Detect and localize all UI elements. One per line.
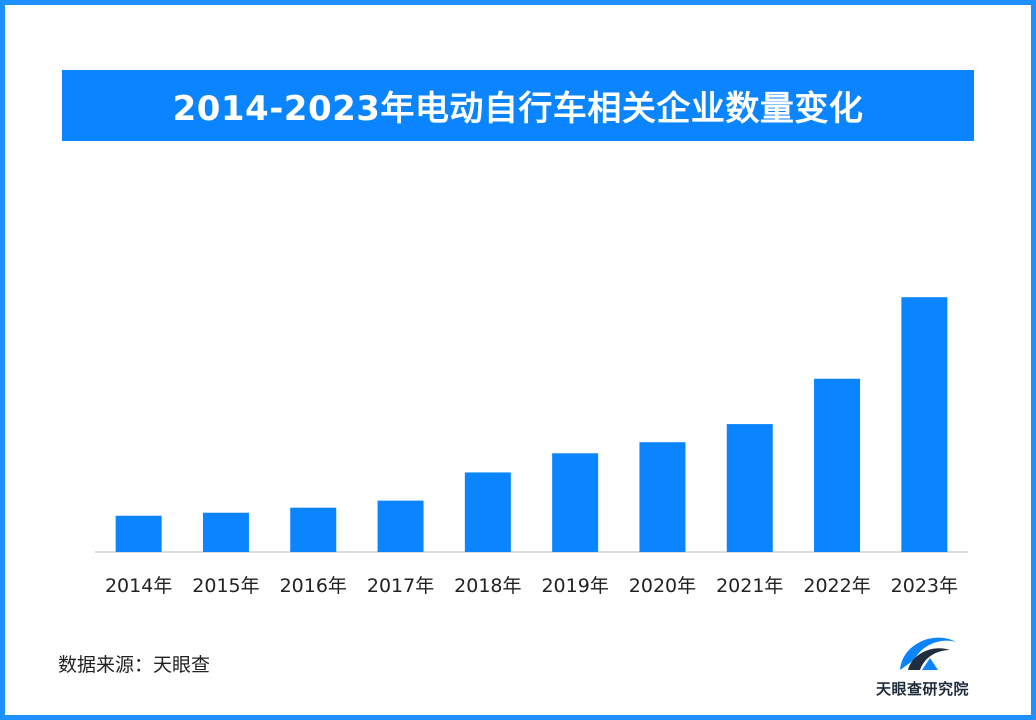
x-tick-label-4: 2018年 xyxy=(454,575,521,597)
bar-3 xyxy=(377,500,424,552)
chart-title: 2014-2023年电动自行车相关企业数量变化 xyxy=(172,89,864,129)
brand-name: 天眼查研究院 xyxy=(876,680,970,698)
x-tick-label-2: 2016年 xyxy=(280,575,347,597)
bar-9 xyxy=(901,297,948,552)
title-banner: 2014-2023年电动自行车相关企业数量变化 xyxy=(62,70,974,141)
x-tick-label-3: 2017年 xyxy=(367,575,434,597)
tianyancha-logo-icon xyxy=(900,637,956,670)
x-tick-label-8: 2022年 xyxy=(803,575,870,597)
x-tick-label-5: 2019年 xyxy=(541,575,608,597)
x-tick-label-6: 2020年 xyxy=(629,575,696,597)
x-tick-label-7: 2021年 xyxy=(716,575,783,597)
bar-5 xyxy=(552,453,599,552)
x-tick-label-9: 2023年 xyxy=(891,575,958,597)
data-source-label: 数据来源：天眼查 xyxy=(58,654,211,676)
bar-8 xyxy=(814,378,861,552)
bar-2 xyxy=(290,507,337,552)
bar-6 xyxy=(639,442,686,552)
bar-7 xyxy=(726,424,773,552)
bar-0 xyxy=(115,515,162,552)
bar-1 xyxy=(202,512,249,552)
x-tick-label-1: 2015年 xyxy=(192,575,259,597)
x-tick-label-0: 2014年 xyxy=(105,575,172,597)
bar-4 xyxy=(464,472,511,552)
